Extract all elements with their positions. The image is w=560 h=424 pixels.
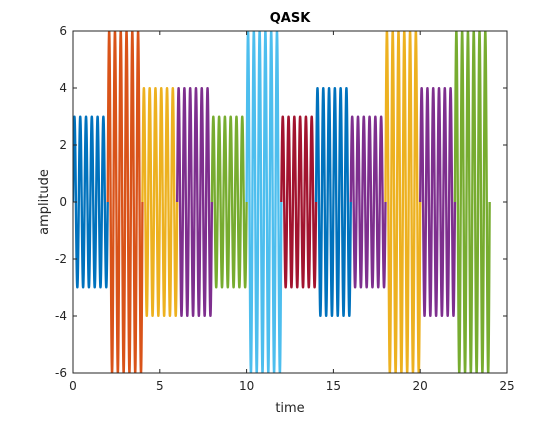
- y-tick-label-4: 4: [59, 81, 67, 95]
- series-segment-6: [245, 31, 283, 373]
- series-segment-1: [73, 115, 109, 289]
- series-segment-11: [419, 87, 457, 317]
- series-segment-3: [141, 87, 179, 317]
- x-tick-label-0: 0: [69, 379, 77, 393]
- y-tick-label-0: 0: [59, 195, 67, 209]
- y-tick-label-6: 6: [59, 24, 67, 38]
- x-axis-label: time: [275, 401, 304, 416]
- x-tick-label-15: 15: [326, 379, 341, 393]
- y-tick-label-2: 2: [59, 138, 67, 152]
- series-segment-8: [314, 87, 352, 317]
- series-segment-10: [384, 31, 422, 373]
- series-segment-2: [106, 31, 144, 373]
- ticks-layer: 0 5 10 15 20 25 -6 -4 -2 0 2 4 6: [55, 24, 515, 393]
- y-tick-label--4: -4: [55, 309, 67, 323]
- chart-title: QASK: [270, 11, 311, 26]
- x-tick-label-20: 20: [413, 379, 428, 393]
- series-segment-9: [349, 115, 387, 289]
- y-axis-label: amplitude: [37, 169, 52, 235]
- series-segment-4: [175, 87, 214, 317]
- series-segment-12: [453, 31, 491, 373]
- x-tick-label-25: 25: [499, 379, 514, 393]
- series-segment-7: [280, 115, 318, 289]
- series-layer: [73, 31, 491, 373]
- series-segment-5: [210, 115, 248, 289]
- x-tick-label-5: 5: [156, 379, 164, 393]
- y-tick-label--6: -6: [55, 366, 67, 380]
- y-tick-label--2: -2: [55, 252, 67, 266]
- x-tick-label-10: 10: [239, 379, 254, 393]
